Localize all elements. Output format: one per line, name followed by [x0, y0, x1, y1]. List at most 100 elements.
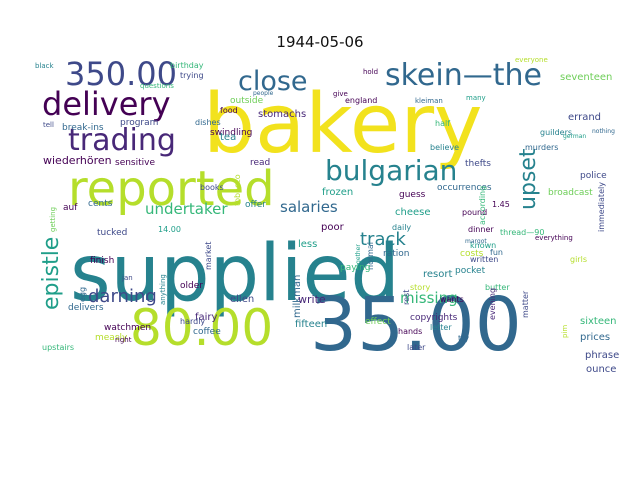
cloud-word: 350.00 — [65, 55, 177, 93]
cloud-word: hold — [363, 68, 378, 76]
cloud-word: auf — [63, 203, 78, 213]
cloud-word: frozen — [322, 187, 353, 198]
cloud-word: guess — [399, 190, 426, 200]
cloud-word: pound — [462, 208, 487, 217]
cloud-word: jan — [121, 274, 133, 282]
cloud-word: seventeen — [560, 72, 612, 83]
cloud-word: 80.00 — [130, 299, 273, 357]
cloud-word: costs — [460, 249, 484, 259]
cloud-word: delivery — [42, 85, 171, 123]
cloud-word: everyone — [515, 56, 548, 64]
cloud-word: tea — [220, 132, 236, 143]
cloud-word: try — [458, 334, 469, 343]
cloud-word: girls — [570, 255, 587, 264]
cloud-word: track — [360, 229, 406, 250]
cloud-word: margot — [465, 238, 487, 245]
cloud-word: guilders — [540, 128, 572, 137]
cloud-word: birthday — [170, 61, 204, 70]
cloud-word: german — [563, 133, 586, 140]
cloud-word: many — [466, 94, 486, 102]
cloud-word: missing — [400, 289, 458, 307]
cloud-word: write — [298, 293, 326, 306]
cloud-word: program — [120, 118, 158, 128]
cloud-word: read — [250, 158, 270, 168]
cloud-word: copyrights — [410, 313, 458, 323]
cloud-word: broadcast — [548, 188, 593, 198]
cloud-word: letter — [430, 323, 452, 332]
cloud-word: believe — [430, 143, 459, 152]
cloud-word: black — [35, 62, 55, 70]
cloud-word: give — [333, 90, 348, 98]
cloud-word: older — [180, 281, 203, 291]
cloud-word: together — [355, 244, 362, 270]
cloud-word: cents — [88, 199, 113, 209]
cloud-word: market — [204, 242, 213, 270]
cloud-word: right — [115, 336, 132, 344]
cloud-word: cheese — [395, 207, 431, 218]
cloud-word: break-ins — [62, 123, 104, 133]
cloud-word: rest — [402, 290, 411, 305]
cloud-word: trying — [180, 71, 204, 80]
cloud-word: salaries — [280, 198, 338, 216]
cloud-word: pim — [561, 325, 569, 338]
cloud-word: anything — [159, 274, 167, 305]
cloud-word: bulgarian — [325, 154, 457, 187]
cloud-word: people — [253, 90, 274, 97]
cloud-word: getting — [49, 207, 57, 232]
cloud-word: paying — [340, 263, 370, 273]
cloud-word: daily — [392, 223, 411, 232]
cloud-word: skein—the — [385, 58, 542, 93]
cloud-word: supplied — [70, 229, 400, 319]
cloud-word: less — [298, 239, 317, 250]
cloud-word: murders — [525, 143, 558, 152]
cloud-word: known — [470, 241, 496, 250]
cloud-word: kleiman — [415, 97, 443, 105]
cloud-word: story — [410, 283, 430, 292]
cloud-word: delivers — [68, 303, 104, 313]
cloud-word: hands — [398, 327, 422, 336]
cloud-word: measly — [95, 333, 128, 343]
cloud-word: trading — [68, 123, 176, 158]
cloud-word: outside — [230, 96, 264, 106]
cloud-word: hardly — [180, 317, 205, 326]
cloud-word: ration — [383, 249, 409, 259]
cloud-word: half — [435, 119, 450, 128]
cloud-word: nothing — [592, 128, 615, 135]
cloud-word: occurrences — [437, 183, 492, 193]
cloud-word: finish — [90, 256, 114, 266]
cloud-word: tell — [43, 121, 54, 129]
cloud-word: reported — [68, 161, 275, 217]
cloud-word: epistle — [39, 237, 64, 310]
cloud-word: evening — [488, 288, 497, 320]
cloud-word: egg — [78, 287, 87, 302]
cloud-word: upset — [516, 148, 541, 210]
cloud-word: stomachs — [258, 109, 306, 120]
cloud-word: tobacco — [233, 174, 242, 206]
cloud-word: ellen — [230, 294, 254, 305]
cloud-word: england — [345, 96, 377, 105]
cloud-word: coffee — [193, 327, 221, 337]
cloud-word: thefts — [465, 159, 491, 169]
cloud-word: normal — [366, 242, 375, 270]
cloud-word: matter — [521, 290, 530, 318]
cloud-word: errand — [568, 112, 601, 123]
cloud-word: 1.45 — [492, 200, 510, 209]
cloud-word: sensitive — [115, 158, 155, 168]
cloud-word: tucked — [97, 228, 127, 238]
cloud-word: fairy — [195, 312, 218, 323]
cloud-word: offer — [245, 200, 266, 210]
cloud-word: pocket — [455, 266, 486, 276]
cloud-word: resort — [423, 269, 452, 280]
cloud-word: dishes — [195, 118, 221, 127]
cloud-word: undertaker — [145, 200, 228, 218]
cloud-word: effect — [365, 317, 391, 327]
cloud-word: milkman — [292, 275, 303, 318]
cloud-word: food — [220, 106, 238, 115]
cloud-word: immediately — [597, 182, 606, 232]
cloud-word: books — [200, 183, 224, 192]
cloud-word: wants — [440, 295, 464, 304]
cloud-word: thread—90 — [500, 228, 544, 237]
cloud-word: sixteen — [580, 316, 616, 327]
cloud-word: swindling — [210, 128, 252, 138]
